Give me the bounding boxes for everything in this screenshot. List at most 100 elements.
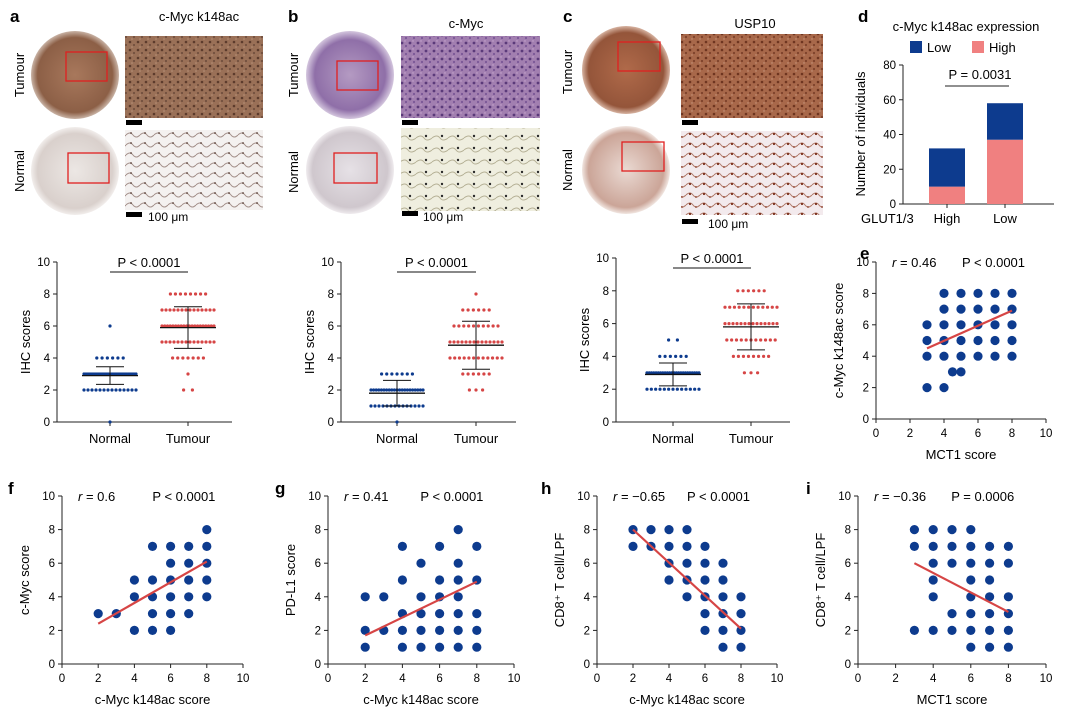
panel-c-normal-roi: [621, 141, 665, 172]
c-scores-point: [749, 371, 753, 375]
a-scores-point: [186, 372, 190, 376]
c-scores-y-tick-label: 6: [603, 319, 609, 331]
c-scores-point: [737, 305, 741, 309]
e-corr-point: [939, 288, 949, 298]
a-scores-point: [116, 356, 120, 360]
a-scores-point: [212, 324, 216, 328]
h-corr-xlabel: c-Myc k148ac score: [629, 692, 745, 707]
c-scores-point: [767, 354, 771, 358]
b-scores-point: [448, 340, 452, 344]
c-scores-point: [649, 387, 653, 391]
e-corr-x-tick-label: 2: [907, 428, 913, 440]
g-corr-point: [453, 625, 463, 636]
panel-c-ihc-chart: 0 2 4 6 8 10 IHC scores Normal Tumour P < 0.0001: [577, 251, 790, 446]
i-corr-r-value: r = −0.36: [874, 489, 926, 504]
a-scores-point: [196, 340, 200, 344]
h-corr-ylabel: CD8⁺ T cell/LPF: [552, 533, 567, 628]
a-scores-y-tick-label: 0: [44, 417, 50, 429]
b-scores-point: [390, 388, 394, 392]
panel-e-letter: e: [860, 244, 869, 263]
e-corr-point: [922, 351, 932, 361]
b-scores-point: [448, 356, 452, 360]
a-scores-point: [160, 308, 164, 312]
a-scores-point: [212, 340, 216, 344]
c-scores-point: [765, 305, 770, 309]
b-scores-pvalue: P < 0.0001: [405, 255, 468, 270]
h-corr-pvalue: P < 0.0001: [687, 489, 750, 504]
a-scores-point: [193, 292, 198, 296]
c-scores-point: [671, 387, 675, 391]
panel-i-letter: i: [806, 479, 811, 498]
f-corr-point: [147, 625, 158, 636]
b-scores-point: [395, 420, 399, 424]
c-scores-point: [649, 371, 654, 375]
b-scores-point: [471, 372, 475, 376]
panel-c-scalebar-label: 100 μm: [708, 217, 748, 231]
f-corr-point: [129, 575, 139, 585]
a-scores-point: [188, 340, 192, 344]
panel-a-scalebar-top: [126, 120, 142, 125]
b-scores-point: [369, 404, 373, 408]
d-bars-y-tick-label: 0: [890, 199, 896, 211]
a-scores-point: [208, 308, 212, 312]
c-scores-point: [743, 322, 747, 326]
c-scores-point: [746, 354, 751, 358]
b-scores-point: [385, 372, 389, 376]
a-scores-point: [208, 340, 212, 344]
a-scores-point: [182, 388, 186, 392]
i-corr-y-tick-label: 6: [845, 558, 851, 570]
i-corr-point: [1003, 625, 1014, 636]
c-scores-point: [692, 371, 697, 375]
b-scores-point: [382, 388, 386, 392]
a-scores-y-tick-label: 6: [44, 321, 50, 333]
c-scores-point: [688, 371, 692, 375]
b-scores-point: [482, 372, 486, 376]
b-scores-point: [400, 372, 404, 376]
g-corr-point: [453, 592, 463, 602]
a-scores-point: [134, 372, 138, 376]
e-corr-point: [973, 335, 983, 346]
g-corr-point: [416, 642, 426, 652]
f-corr-y-tick-label: 0: [49, 659, 55, 671]
legend-low-label: Low: [927, 40, 951, 55]
g-corr-point: [453, 642, 463, 652]
c-scores-y-tick-label: 0: [603, 417, 609, 429]
c-scores-point: [757, 289, 761, 293]
h-corr-point: [718, 558, 728, 568]
b-scores-point: [487, 372, 491, 376]
panel-d-group-label: GLUT1/3: [861, 211, 914, 226]
a-scores-point: [190, 388, 194, 392]
e-corr-point: [990, 304, 1000, 314]
c-scores-point: [697, 371, 701, 375]
b-scores-y-tick-label: 2: [328, 385, 334, 397]
h-corr-x-tick-label: 6: [702, 673, 708, 685]
f-corr-xlabel: c-Myc k148ac score: [95, 692, 211, 707]
b-scores-point: [462, 324, 466, 328]
h-corr-y-tick-label: 10: [577, 491, 590, 503]
c-scores-point: [775, 322, 779, 326]
g-corr-x-tick-label: 6: [436, 673, 442, 685]
a-scores-point: [111, 356, 115, 360]
i-corr-ylabel: CD8⁺ T cell/LPF: [813, 533, 828, 628]
a-scores-point: [164, 308, 168, 312]
a-scores-point: [114, 388, 118, 392]
c-scores-point: [662, 387, 666, 391]
a-scores-point: [176, 324, 181, 328]
h-corr-point: [682, 558, 692, 568]
b-scores-point: [374, 388, 378, 392]
c-scores-point: [658, 354, 662, 358]
i-corr-point: [966, 525, 976, 535]
c-scores-point: [747, 305, 751, 309]
e-corr-y-tick-label: 2: [863, 383, 869, 395]
a-scores-point: [187, 324, 191, 328]
c-scores-point: [652, 371, 656, 375]
b-scores-point: [477, 372, 481, 376]
b-scores-point: [377, 388, 381, 392]
a-scores-y-tick-label: 2: [44, 385, 50, 397]
g-corr-x-tick-label: 2: [362, 673, 368, 685]
g-corr-point: [379, 592, 389, 602]
g-corr-point: [453, 558, 463, 568]
b-scores-point: [369, 388, 373, 392]
d-bar-low: [987, 103, 1023, 140]
b-scores-point: [486, 324, 490, 328]
